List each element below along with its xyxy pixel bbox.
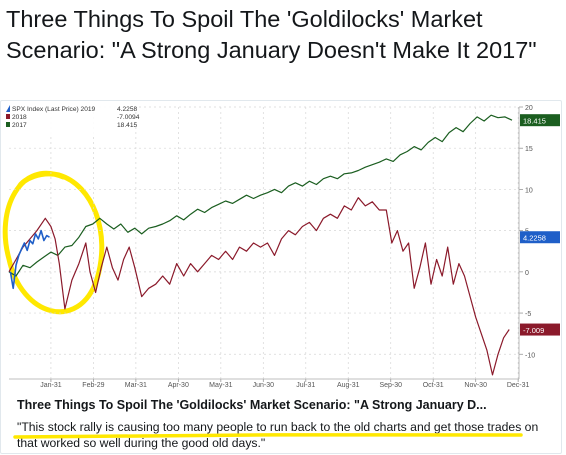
last-value-flag-2017: 18.415 bbox=[520, 114, 560, 127]
x-tick-label: Jun-30 bbox=[253, 382, 275, 389]
series-line-2018 bbox=[8, 197, 510, 376]
legend-title: SPX Index (Last Price) 2019 bbox=[12, 106, 96, 113]
card-description: "This stock rally is causing too many pe… bbox=[17, 420, 539, 450]
legend-value-2018: -7.0094 bbox=[117, 114, 140, 121]
y-tick-label: 10 bbox=[525, 187, 533, 194]
series-line-2017 bbox=[8, 114, 513, 277]
tweet-headline: Three Things To Spoil The 'Goldilocks' M… bbox=[6, 6, 537, 63]
x-tick-label: Jan-31 bbox=[40, 382, 62, 389]
x-tick-label: Apr-30 bbox=[168, 382, 189, 389]
x-tick-label: Mar-31 bbox=[125, 382, 147, 389]
x-tick-label: Feb-29 bbox=[82, 382, 104, 389]
last-value-label: -7.009 bbox=[523, 326, 544, 335]
legend-swatch-2018 bbox=[6, 114, 10, 119]
legend-name-2018: 2018 bbox=[12, 114, 27, 121]
x-tick-label: Oct-31 bbox=[423, 382, 444, 389]
last-value-label: 4.2258 bbox=[523, 234, 546, 243]
x-tick-label: Dec-31 bbox=[507, 382, 530, 389]
last-value-flag-2018: -7.009 bbox=[520, 323, 560, 336]
flag-box bbox=[520, 231, 560, 244]
link-card[interactable]: -10-505101520Jan-31Feb-29Mar-31Apr-30May… bbox=[0, 100, 562, 454]
legend-marker-2019 bbox=[6, 105, 10, 112]
legend-value-2019: 4.2258 bbox=[117, 106, 138, 113]
y-tick-label: -10 bbox=[525, 352, 535, 359]
legend-swatch-2017 bbox=[6, 122, 10, 127]
x-tick-label: Sep-30 bbox=[379, 382, 402, 389]
x-tick-label: Nov-30 bbox=[464, 382, 487, 389]
y-tick-label: -5 bbox=[525, 311, 531, 318]
card-title[interactable]: Three Things To Spoil The 'Goldilocks' M… bbox=[17, 398, 487, 412]
spx-line-chart: -10-505101520Jan-31Feb-29Mar-31Apr-30May… bbox=[2, 103, 560, 389]
highlight-circle bbox=[2, 170, 105, 315]
legend-value-2017: 18.415 bbox=[117, 122, 138, 129]
last-value-flag-2019: 4.2258 bbox=[520, 231, 560, 244]
flag-box bbox=[520, 323, 560, 336]
series-line-2019 bbox=[9, 229, 50, 290]
x-tick-label: May-31 bbox=[209, 382, 232, 389]
last-value-label: 18.415 bbox=[523, 117, 546, 126]
x-tick-label: Jul-31 bbox=[296, 382, 315, 389]
y-tick-label: 15 bbox=[525, 146, 533, 153]
flag-box bbox=[520, 114, 560, 127]
legend-box bbox=[5, 103, 133, 134]
x-tick-label: Aug-31 bbox=[337, 382, 360, 389]
y-tick-label: 20 bbox=[525, 105, 533, 112]
y-tick-label: 0 bbox=[525, 270, 529, 277]
legend-name-2017: 2017 bbox=[12, 122, 27, 129]
